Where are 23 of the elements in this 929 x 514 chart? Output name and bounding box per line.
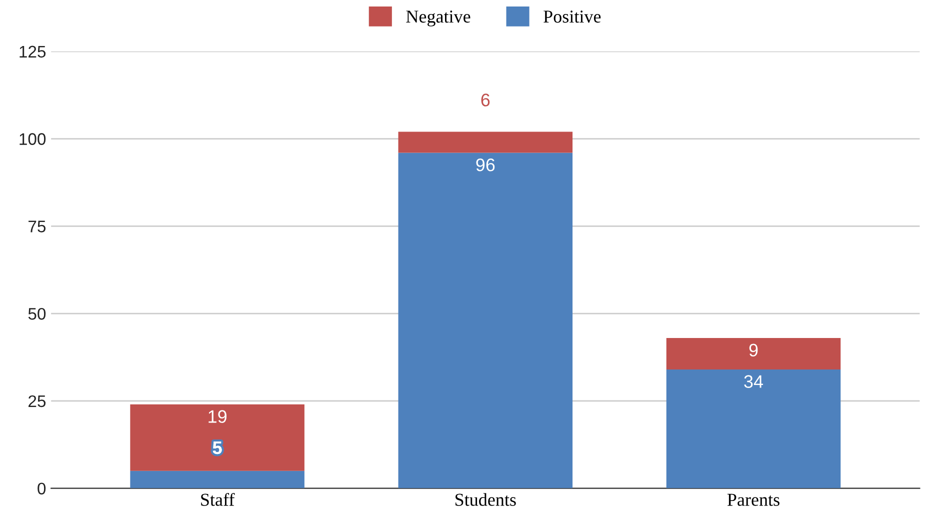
data-label: 9 [749, 344, 758, 357]
y-tick-label: 25 [28, 395, 46, 408]
bar [130, 470, 304, 488]
x-tick-label: Students [456, 493, 516, 506]
data-label: 96 [476, 158, 495, 172]
bar [666, 338, 841, 370]
y-tick-label: 50 [28, 308, 46, 320]
y-tick-label: 75 [28, 220, 46, 232]
bar [398, 152, 573, 488]
y-tick-label: 100 [20, 133, 46, 145]
data-label: 19 [208, 410, 226, 423]
x-tick-label: Staff [201, 492, 235, 506]
y-tick-label: 125 [20, 46, 46, 58]
bar [398, 132, 573, 153]
data-label: 5 [212, 442, 222, 454]
legend-label: Negative [406, 10, 470, 26]
y-tick-label: 0 [38, 482, 46, 495]
legend-label: Positive [544, 10, 601, 23]
bar [666, 369, 841, 488]
data-label: 6 [481, 94, 490, 106]
data-label: 34 [744, 375, 764, 388]
bar [130, 404, 304, 471]
x-tick-label: Parents [727, 494, 780, 506]
